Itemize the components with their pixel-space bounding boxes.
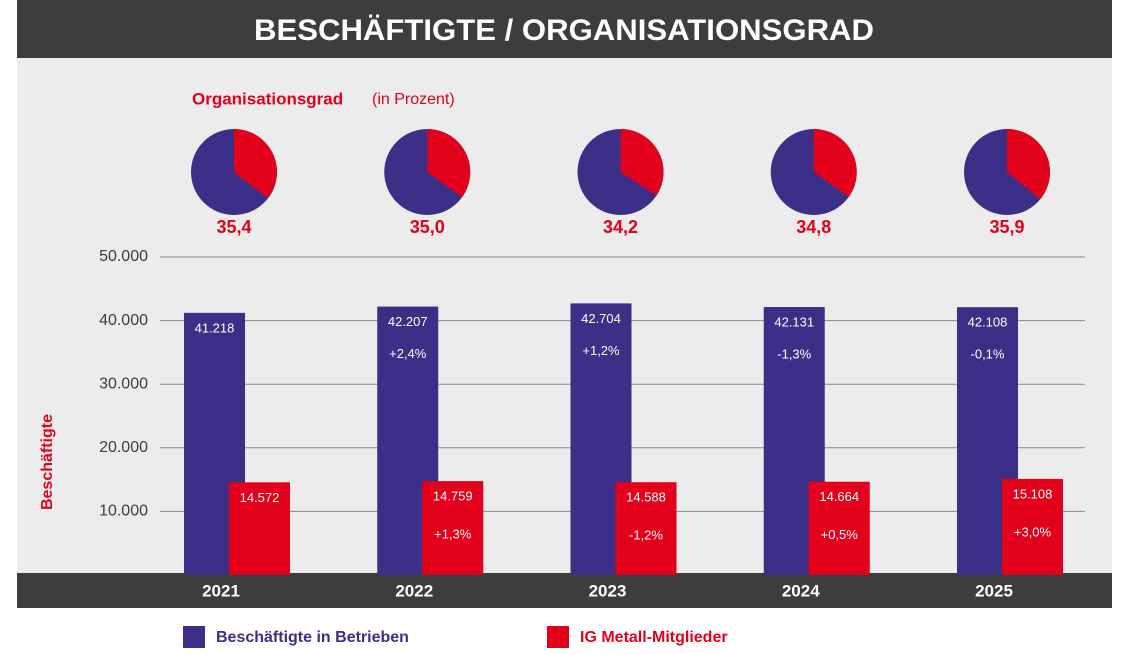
title-bar (17, 0, 1112, 58)
value-label: 42.108 (968, 315, 1008, 330)
value-label: 15.108 (1013, 486, 1053, 501)
pie-title: Organisationsgrad (192, 89, 343, 108)
bar (1002, 478, 1063, 575)
pie-slice (1007, 129, 1050, 200)
change-label: -1,3% (777, 346, 811, 361)
pie-value-label: 35,4 (216, 217, 251, 237)
legend-label: Beschäftigte in Betrieben (216, 629, 409, 646)
value-label: 42.131 (774, 314, 814, 329)
change-label: -1,2% (629, 528, 663, 543)
pie-value-label: 35,0 (410, 217, 445, 237)
bar (229, 482, 290, 575)
value-label: 42.704 (581, 311, 621, 326)
pie-slice (234, 129, 277, 199)
y-tick-label: 10.000 (99, 503, 148, 520)
value-label: 42.207 (388, 314, 428, 329)
change-label: -0,1% (971, 347, 1005, 362)
bar (422, 481, 484, 575)
value-label: 41.218 (195, 320, 235, 335)
y-tick-label: 40.000 (99, 312, 148, 329)
value-label: 14.572 (240, 490, 280, 505)
legend-label: IG Metall-Mitglieder (580, 629, 728, 646)
y-tick-label: 30.000 (99, 375, 148, 392)
change-label: +1,3% (434, 527, 472, 542)
value-label: 14.759 (433, 489, 473, 504)
category-band (17, 573, 1112, 608)
pie-value-label: 35,9 (989, 217, 1024, 237)
change-label: +3,0% (1014, 524, 1052, 539)
chart-title: BESCHÄFTIGTE / ORGANISATIONSGRAD (254, 14, 874, 47)
change-label: +0,5% (821, 527, 859, 542)
chart-background (17, 58, 1112, 608)
pie-subtitle: (in Prozent) (372, 91, 455, 108)
change-label: +2,4% (389, 346, 427, 361)
x-tick-label: 2023 (589, 581, 627, 600)
x-tick-label: 2022 (395, 581, 433, 600)
x-tick-label: 2024 (782, 581, 820, 600)
y-tick-label: 50.000 (99, 248, 148, 265)
x-tick-label: 2021 (202, 581, 240, 600)
pie-value-label: 34,8 (796, 217, 831, 237)
legend-swatch (183, 626, 205, 648)
legend-swatch (547, 626, 569, 648)
x-tick-label: 2025 (975, 581, 1013, 600)
pie-slice (813, 129, 857, 197)
pie-slice (427, 129, 471, 198)
change-label: +1,2% (582, 343, 620, 358)
bar (808, 481, 870, 575)
y-axis-label: Beschäftigte (39, 414, 56, 510)
bar (615, 482, 677, 575)
pie-value-label: 34,2 (603, 217, 638, 237)
pie-slice (620, 129, 664, 196)
y-tick-label: 20.000 (99, 439, 148, 456)
value-label: 14.588 (626, 490, 666, 505)
value-label: 14.664 (819, 489, 859, 504)
